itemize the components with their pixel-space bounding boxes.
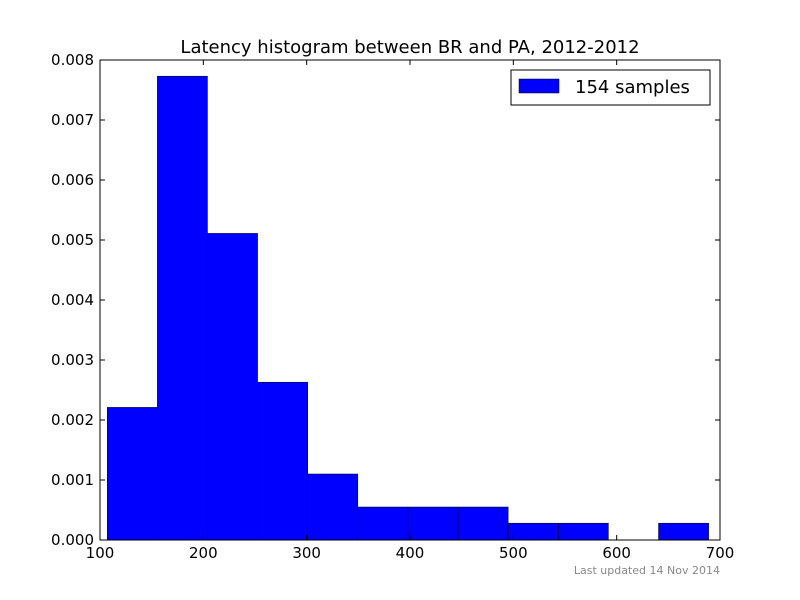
y-tick-label-0: 0.000: [51, 531, 94, 549]
footer-note: Last updated 14 Nov 2014: [574, 564, 720, 577]
x-tick-label-4: 500: [499, 544, 528, 562]
histogram-bar-1: [157, 75, 208, 541]
y-tick-label-6: 0.006: [51, 171, 94, 189]
bars-group: [106, 75, 709, 541]
y-tick-label-5: 0.005: [51, 231, 94, 249]
x-tick-label-2: 300: [292, 544, 321, 562]
y-tick-label-1: 0.001: [51, 471, 94, 489]
y-tick-label-2: 0.002: [51, 411, 94, 429]
x-tick-label-3: 400: [396, 544, 425, 562]
histogram-bar-7: [457, 506, 509, 541]
x-tick-label-1: 200: [189, 544, 218, 562]
histogram-bar-0: [106, 407, 158, 541]
histogram-bar-5: [357, 506, 409, 541]
histogram-bar-8: [507, 522, 559, 541]
histogram-bar-2: [207, 233, 258, 541]
legend-label: 154 samples: [575, 77, 690, 98]
x-tick-label-0: 100: [86, 544, 115, 562]
ticks-group: 100 200 300 400 500 600 700 0.000 0.001 0.002 0.00…: [51, 51, 734, 562]
chart-title: Latency histogram between BR and PA, 201…: [180, 37, 639, 58]
histogram-bar-9: [558, 522, 609, 541]
legend-swatch: [518, 78, 560, 94]
histogram-bar-11: [658, 522, 709, 541]
histogram-bar-6: [407, 506, 459, 541]
histogram-bar-4: [307, 473, 359, 541]
y-tick-label-4: 0.004: [51, 291, 94, 309]
y-tick-label-8: 0.008: [51, 51, 94, 69]
x-tick-label-6: 700: [706, 544, 735, 562]
y-tick-label-3: 0.003: [51, 351, 94, 369]
legend: 154 samples: [510, 69, 711, 106]
y-tick-label-7: 0.007: [51, 111, 94, 129]
histogram-bar-3: [257, 381, 308, 541]
x-tick-label-5: 600: [602, 544, 631, 562]
